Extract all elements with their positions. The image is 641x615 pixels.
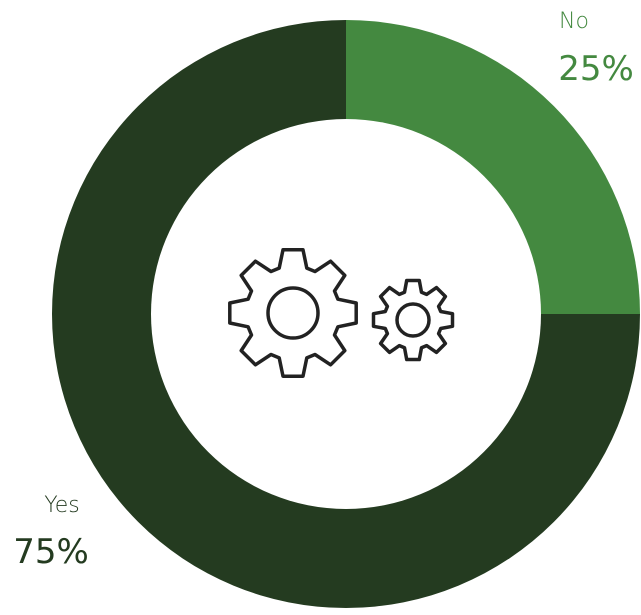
small-gear-icon <box>371 278 455 362</box>
slice-value-no: 25% <box>558 49 634 89</box>
large-gear-icon <box>228 248 358 378</box>
slice-label-yes: Yes <box>44 493 80 518</box>
small-gear-hub <box>395 302 431 338</box>
slice-value-yes: 75% <box>13 532 89 572</box>
slice-label-no: No <box>559 9 589 34</box>
large-gear-hub <box>266 286 320 340</box>
donut-hole <box>151 119 541 509</box>
gears-icon <box>228 248 455 378</box>
